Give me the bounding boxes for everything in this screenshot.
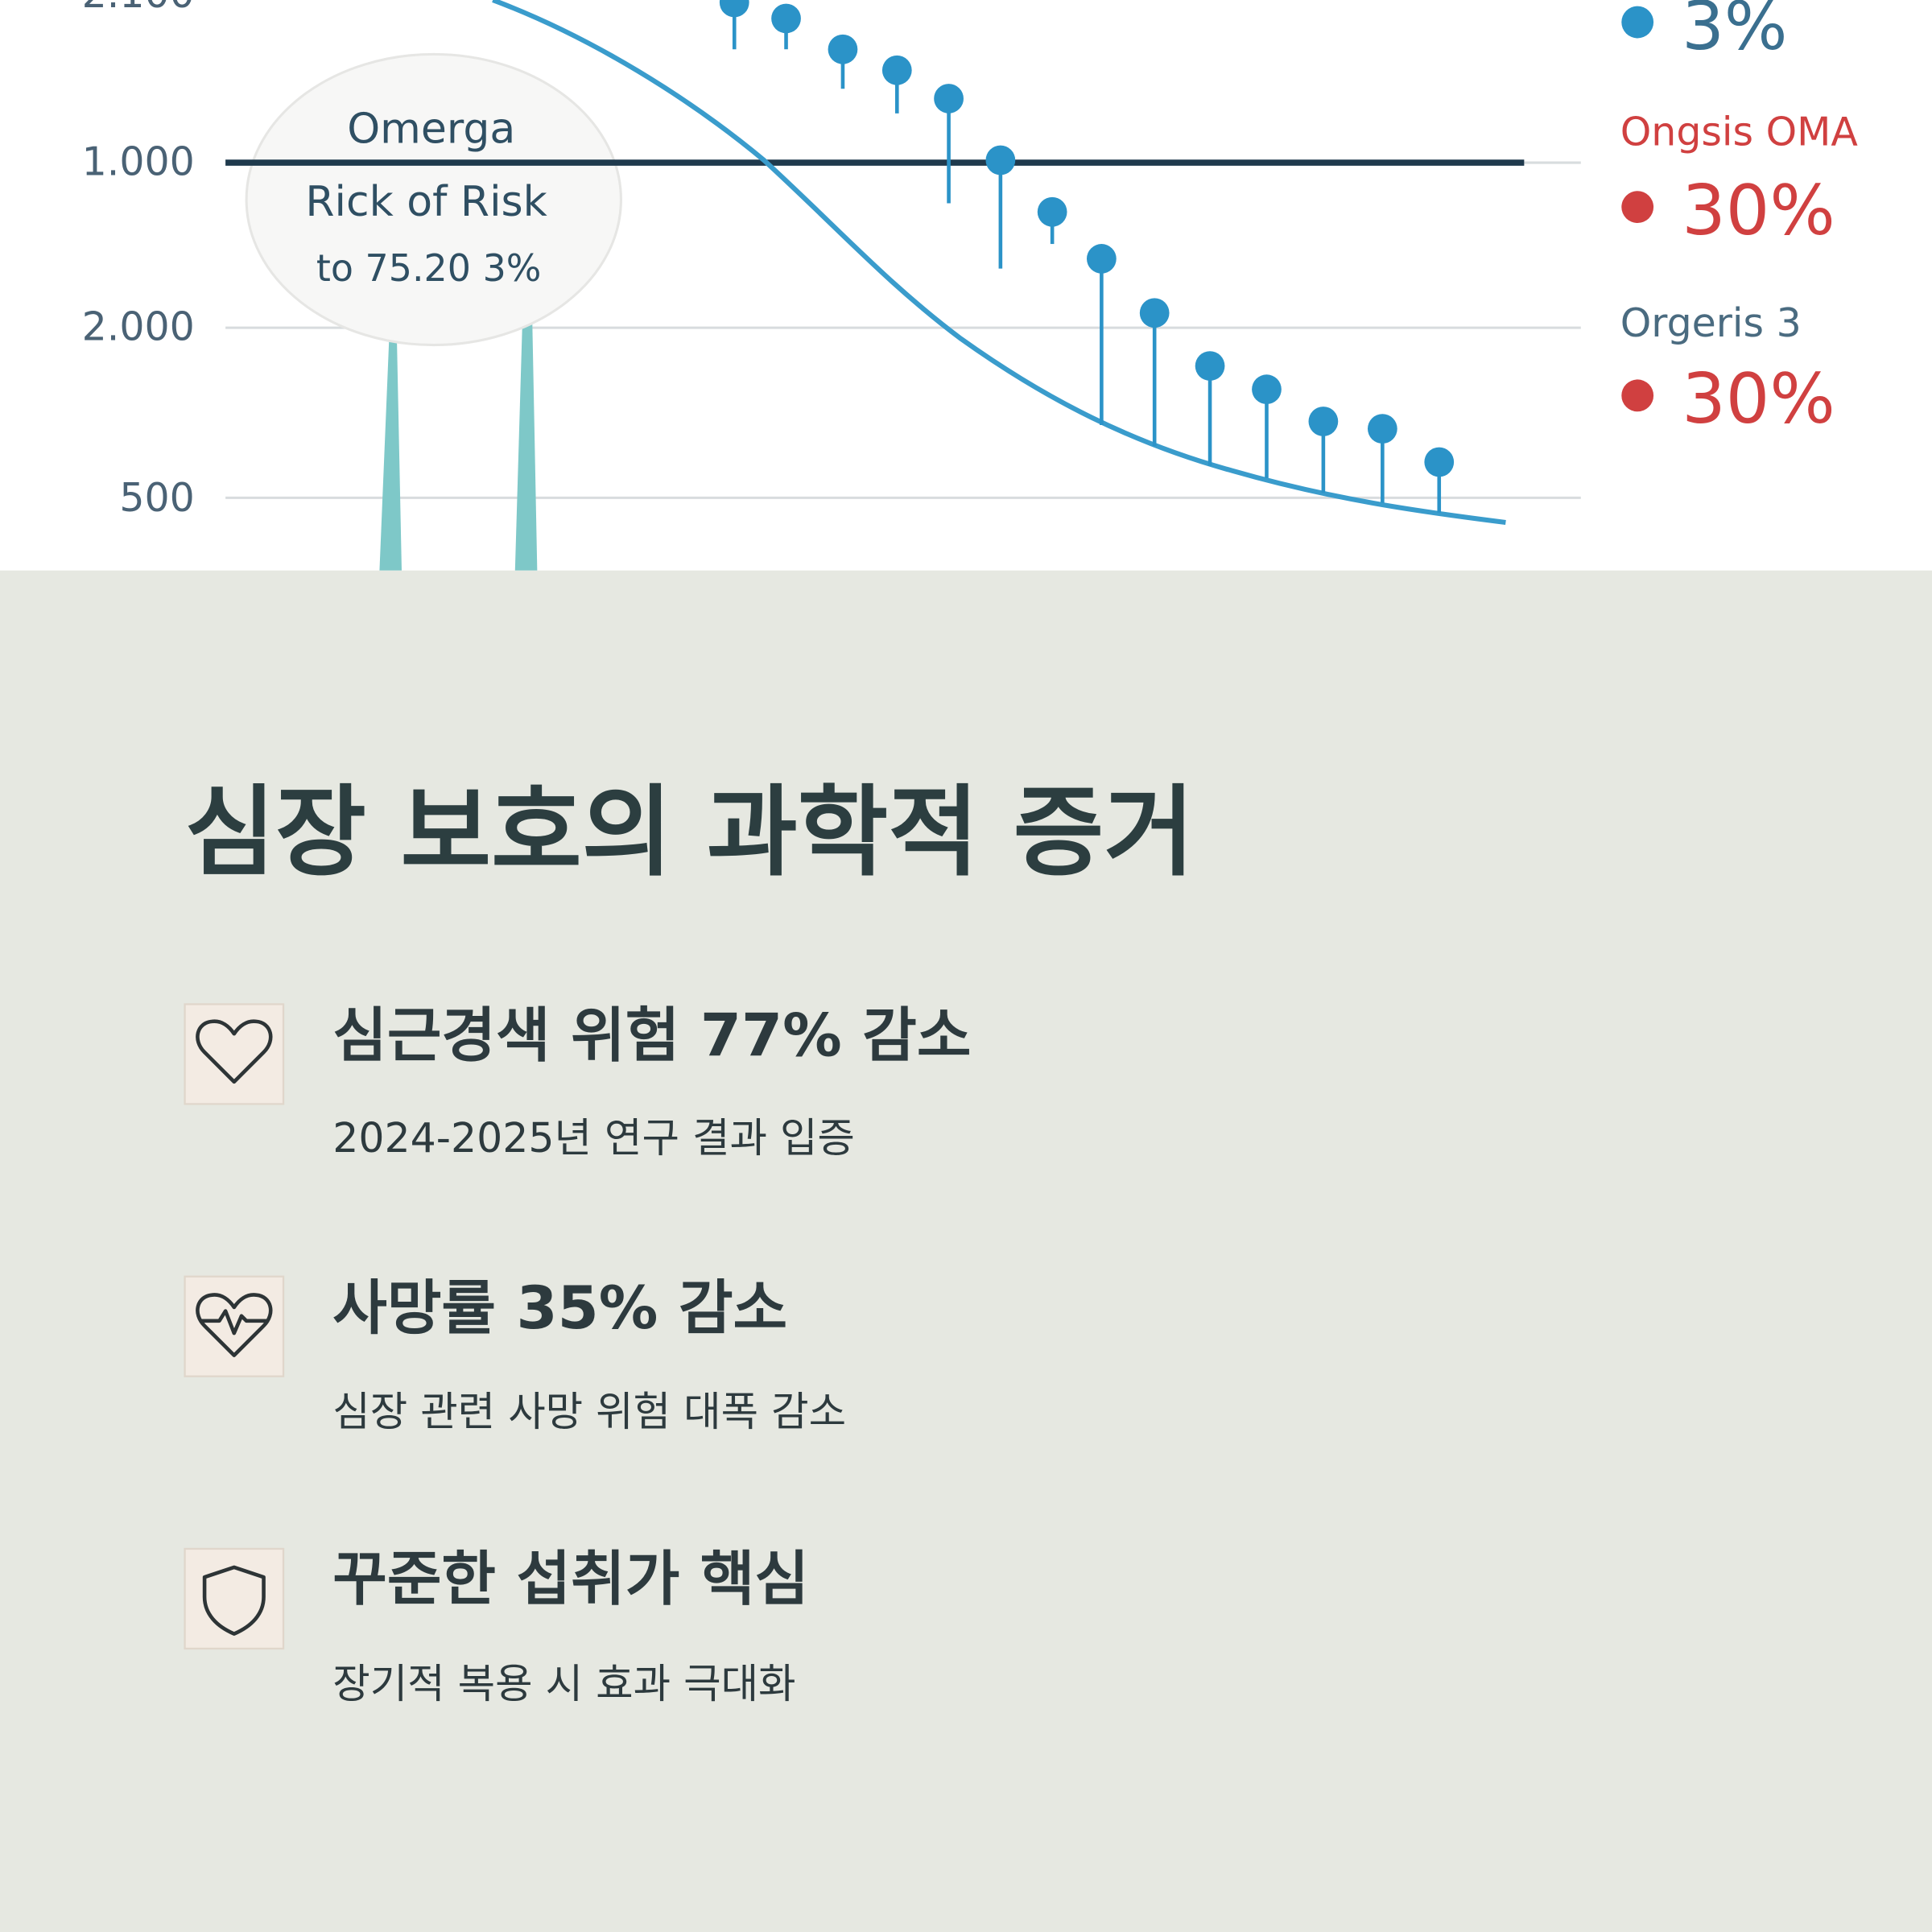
axis-label: 2.100 [82, 0, 195, 17]
stem-dot [828, 34, 858, 64]
stem-dot [934, 84, 964, 114]
heart-icon [196, 1019, 273, 1084]
evidence-section: 심장 보호의 과학적 증거 심근경색 위험 77% 감소 2024-2025년 … [184, 774, 1195, 1707]
stem-dot [985, 145, 1016, 175]
legend-dot [1621, 191, 1654, 224]
stem-dot [1195, 351, 1225, 381]
curve [492, 0, 1506, 526]
legend-value: 3% [1682, 0, 1787, 65]
callout-text: to 75.20 3% [316, 246, 542, 290]
axis-label: 1.000 [82, 138, 195, 184]
stem-dot [1037, 196, 1067, 227]
item-title: 꾸준한 섭취가 핵심 [332, 1546, 809, 1614]
axis-label: 500 [119, 475, 194, 521]
stem-dot [881, 55, 912, 85]
item-description: 2024-2025년 연구 결과 입증 [332, 1114, 855, 1162]
spike [514, 320, 538, 571]
axis-label: 2.000 [82, 303, 195, 349]
callout-text: Rick of Risk [305, 178, 547, 226]
legend-value: 30% [1682, 171, 1835, 251]
legend-dot [1621, 379, 1654, 412]
legend-label: Orgeris 3 [1620, 300, 1802, 346]
spike [379, 332, 402, 571]
shield-icon [202, 1565, 266, 1636]
lollipops [719, 0, 1455, 513]
stem-dot [1087, 244, 1117, 274]
callout-bubble [245, 52, 622, 347]
pulse-heart-icon [196, 1293, 273, 1357]
item-description: 장기적 복용 시 효과 극대화 [332, 1660, 795, 1707]
stem-dot [1308, 407, 1339, 436]
stem-dot [1139, 298, 1170, 328]
callout-text: Omerga [347, 105, 515, 154]
figure: 2.100 1.000 2.000 500 Omerga Rick of Ris… [0, 0, 1932, 571]
legend-dot [1621, 6, 1654, 39]
item-title: 사망률 35% 감소 [332, 1274, 787, 1343]
stem-dot [771, 3, 801, 34]
section-title: 심장 보호의 과학적 증거 [185, 774, 1195, 890]
stem-dot [1252, 374, 1282, 405]
legend-label: Ongsis OMA [1620, 109, 1859, 155]
item-description: 심장 관련 사망 위험 대폭 감소 [332, 1388, 846, 1435]
stem-dot [1367, 414, 1397, 444]
stem-dot [1424, 447, 1455, 477]
item-title: 심근경색 위험 77% 감소 [332, 1002, 971, 1071]
stem-dot [719, 0, 749, 18]
icon-box [184, 1003, 285, 1105]
legend-value: 30% [1682, 359, 1835, 440]
icon-box [184, 1275, 285, 1377]
